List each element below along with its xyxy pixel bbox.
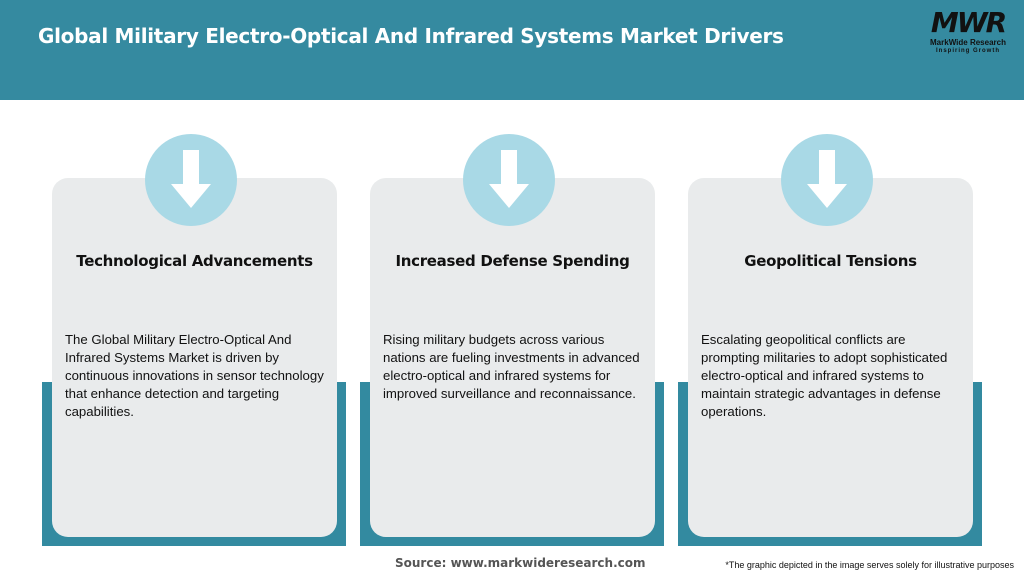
page-title: Global Military Electro-Optical And Infr… [38, 24, 784, 48]
card-body: The Global Military Electro-Optical And … [65, 332, 324, 419]
disclaimer-note: *The graphic depicted in the image serve… [725, 560, 1014, 570]
logo-mark: MWR [930, 6, 1007, 39]
card-body: Escalating geopolitical conflicts are pr… [701, 332, 948, 419]
driver-card-3: Geopolitical Tensions Escalating geopoli… [636, 0, 982, 576]
driver-card-2: Increased Defense Spending Rising milita… [318, 0, 664, 576]
card-title: Geopolitical Tensions [744, 252, 917, 270]
arrow-down-icon [781, 134, 873, 226]
arrow-down-icon [463, 134, 555, 226]
card-panel [688, 178, 973, 537]
header-banner: Global Military Electro-Optical And Infr… [0, 0, 1024, 100]
logo-name: MarkWide Research [930, 38, 1006, 47]
logo-tagline: Inspiring Growth [936, 48, 1000, 54]
card-body: Rising military budgets across various n… [383, 332, 640, 401]
card-panel [370, 178, 655, 537]
source-text: Source: www.markwideresearch.com [395, 556, 646, 570]
card-panel [52, 178, 337, 537]
driver-card-1: Technological Advancements The Global Mi… [0, 0, 346, 576]
card-title: Technological Advancements [76, 252, 313, 270]
logo: MWR MarkWide Research Inspiring Growth [920, 8, 1016, 55]
card-title: Increased Defense Spending [395, 252, 630, 270]
arrow-down-icon [145, 134, 237, 226]
